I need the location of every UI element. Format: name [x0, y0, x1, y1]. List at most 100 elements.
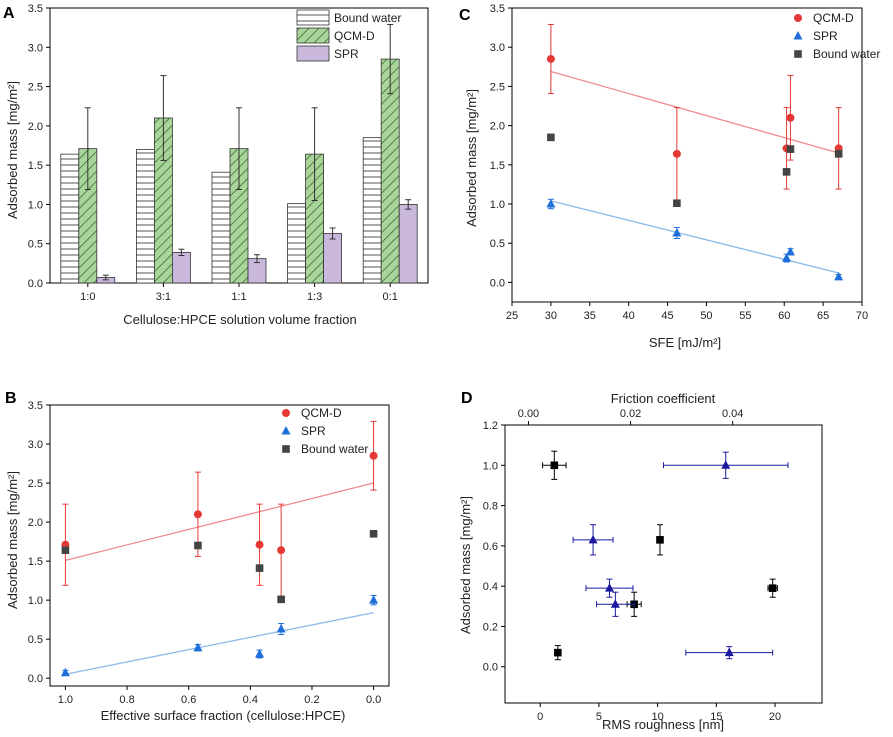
panel-b-fit-line: [65, 611, 374, 675]
panel-a-bar-spr: [398, 204, 418, 284]
panel-a-legend-label: SPR: [334, 47, 359, 61]
panel-c-xtick-label: 40: [623, 310, 635, 322]
panel-c-xtick-label: 25: [506, 310, 518, 322]
panel-c-spr-point: [785, 246, 795, 256]
panel-b-ytick-label: 2.5: [28, 478, 43, 490]
panel-a-category-label: 0:1: [383, 291, 398, 303]
panel-c-bound-water-point: [786, 145, 795, 153]
panel-d-ylabel: Adsorbed mass [mg/m²]: [458, 496, 473, 634]
panel-a-ytick-label: 1.0: [28, 199, 43, 211]
panel-c-fit-line: [550, 70, 839, 154]
panel-a-category-label: 1:1: [231, 291, 246, 303]
panel-a-category-label: 3:1: [156, 291, 171, 303]
panel-a-label: A: [3, 5, 15, 22]
panel-b-spr-point: [193, 642, 203, 652]
panel-a-ytick-label: 3.0: [28, 42, 43, 54]
panel-d-xtick-label: 15: [710, 711, 722, 723]
panel-b-legend-point: [282, 445, 290, 453]
panel-c-xtick-label: 60: [778, 310, 790, 322]
panel-a-bar-bound-water: [60, 153, 80, 284]
panel-c-spr-point: [672, 228, 682, 237]
panel-a-category-label: 1:3: [307, 291, 322, 303]
panel-a-legend-swatch: [296, 27, 330, 44]
panel-d-ytick-label: 0.2: [483, 621, 498, 633]
panel-b-legend-label: QCM-D: [301, 406, 342, 420]
panel-b-legend-label: SPR: [301, 424, 326, 438]
panel-c-legend-label: Bound water: [813, 47, 880, 61]
panel-c-bound-water-point: [673, 199, 681, 208]
panel-d-spr-point: [610, 599, 620, 608]
panel-d: D 0.00.20.40.60.81.01.20 5 10 15 200.00 0.02 0…: [458, 390, 823, 732]
panel-c-qcm-d-point: [546, 54, 555, 63]
panel-b-qcm-d-point: [193, 510, 202, 519]
panel-a-bar-spr: [171, 251, 191, 284]
panel-d-ytick-label: 0.6: [483, 541, 498, 553]
panel-c: C 0.0 0.5 1.0 1.5 2.0 2.5 3.0 3.5 25 30 35 40 45 50 55…: [459, 3, 880, 350]
panel-c-spr-point: [782, 253, 792, 262]
panel-b-spr-point: [60, 667, 70, 677]
panel-c-ytick-label: 0.5: [490, 238, 505, 250]
panel-b-spr-point: [369, 595, 379, 604]
panel-b-ytick-label: 1.0: [28, 595, 43, 607]
panel-c-ytick-label: 1.0: [490, 199, 505, 211]
panel-a-legend-swatch: [296, 45, 330, 62]
panel-b-plot: 0.0 0.5 1.0 1.5 2.0 2.5 3.0 3.5 1.0 0.8 0.6 0.4 0.2 0…: [28, 400, 390, 706]
panel-c-qcm-d-point: [786, 113, 795, 122]
panel-d-ytick-label: 0.0: [483, 662, 498, 674]
panel-d-spr-point: [588, 534, 598, 544]
panel-d-frame: [504, 424, 823, 704]
panel-a-bar-spr: [323, 233, 343, 284]
panel-b-fit-line: [65, 482, 374, 561]
panel-a-bar-bound-water: [211, 171, 231, 284]
panel-c-xtick-label: 30: [545, 310, 557, 322]
panel-c-legend-label: QCM-D: [813, 11, 854, 25]
panel-b-spr-point: [276, 624, 286, 633]
panel-c-xtick-label: 65: [817, 310, 829, 322]
panel-a: A 0.0 0.5 1.0 1.5 2.0 2.5 3.0 3.5 1:0 3:1 1:1 1:3 0:…: [3, 3, 429, 327]
panel-c-spr-point: [834, 271, 844, 281]
panel-a-legend-label: QCM-D: [334, 29, 375, 43]
panel-c-frame: [511, 7, 863, 303]
panel-b-xtick-label: 0.8: [119, 694, 134, 706]
panel-a-xlabel: Cellulose:HPCE solution volume fraction: [123, 312, 356, 327]
panel-d-ytick-label: 0.8: [483, 501, 498, 513]
panel-d-bound-water-point: [768, 584, 777, 592]
panel-c-legend-point: [793, 31, 803, 40]
panel-d-ytick-label: 1.0: [483, 460, 498, 472]
panel-d-bound-water-point: [554, 648, 562, 657]
panel-d-xlabel: RMS roughness [nm]: [602, 717, 724, 732]
panel-b-xtick-label: 0.2: [304, 694, 319, 706]
panel-c-bound-water-point: [782, 168, 791, 176]
panel-c-xtick-label: 70: [856, 310, 868, 322]
panel-c-ytick-label: 2.0: [490, 121, 505, 133]
panel-c-ytick-label: 3.0: [490, 42, 505, 54]
panel-d-xtick-label: 10: [652, 711, 664, 723]
panel-d-x2tick-label: 0.00: [518, 408, 539, 420]
panel-c-xlabel: SFE [mJ/m²]: [649, 335, 721, 350]
panel-c-xtick-label: 35: [584, 310, 596, 322]
panel-d-spr-point: [604, 583, 614, 592]
panel-b-legend-point: [281, 426, 291, 435]
panel-a-ytick-label: 3.5: [28, 3, 43, 15]
panel-b-label: B: [5, 390, 17, 407]
panel-a-bar-bound-water: [135, 149, 155, 284]
panel-b-xtick-label: 0.6: [181, 694, 196, 706]
panel-c-fit-line: [550, 200, 839, 274]
panel-b-bound-water-point: [61, 546, 70, 554]
panel-c-ytick-label: 0.0: [490, 277, 505, 289]
panel-b-legend-label: Bound water: [301, 442, 368, 456]
panel-a-ytick-label: 0.0: [28, 278, 43, 290]
panel-b-xtick-label: 0.0: [366, 694, 381, 706]
panel-d-ytick-label: 0.4: [483, 581, 498, 593]
panel-b-legend-point: [282, 409, 290, 417]
panel-c-ytick-label: 2.5: [490, 81, 505, 93]
panel-d-x2label: Friction coefficient: [611, 391, 716, 406]
panel-b-ytick-label: 3.0: [28, 439, 43, 451]
panel-b-ytick-label: 0.5: [28, 634, 43, 646]
panel-a-legend-label: Bound water: [334, 11, 401, 25]
panel-c-ytick-label: 1.5: [490, 160, 505, 172]
panel-b-ytick-label: 3.5: [28, 400, 43, 412]
panel-a-ytick-label: 2.5: [28, 82, 43, 94]
panel-b-bound-water-point: [277, 595, 285, 604]
